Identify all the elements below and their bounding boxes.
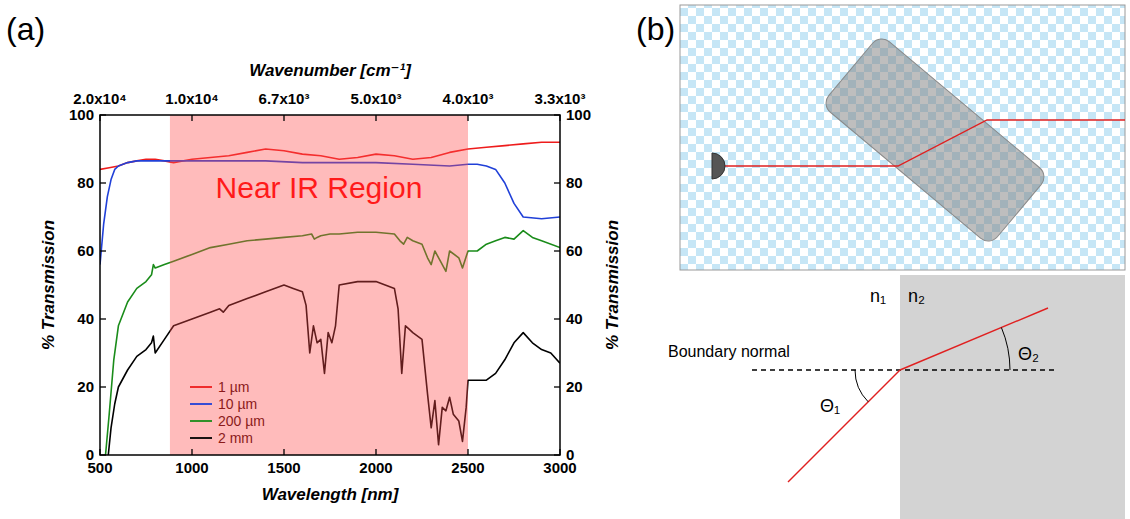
medium-2 <box>900 275 1125 519</box>
x-axis-title: Wavelength [nm] <box>262 485 400 504</box>
legend-label: 200 µm <box>218 413 265 429</box>
legend-label: 10 µm <box>218 396 257 412</box>
angle-arc <box>855 370 868 402</box>
boundary-normal <box>752 369 1058 371</box>
y-tick-label: 100 <box>69 106 94 123</box>
light-ray <box>712 120 1125 166</box>
x2-tick <box>375 115 376 121</box>
y2-tick-label: 60 <box>566 242 583 259</box>
glass-block <box>821 34 1049 246</box>
incident-ray <box>788 370 900 482</box>
angle-label: Θ₁ <box>820 396 840 416</box>
legend-swatch <box>190 420 212 422</box>
ray-simulation <box>680 5 1125 270</box>
y-tick-label: 40 <box>77 310 94 327</box>
x2-tick <box>283 115 284 121</box>
y-tick <box>100 114 106 115</box>
x-tick-label: 1500 <box>267 459 300 476</box>
medium-label: n₁ <box>870 286 886 306</box>
refraction-diagram: n₁ n₂ Boundary normal Θ₁ Θ₂ <box>668 275 1125 519</box>
y-tick-label: 60 <box>77 242 94 259</box>
y2-tick-label: 80 <box>566 174 583 191</box>
y-tick-label: 80 <box>77 174 94 191</box>
y2-tick-label: 100 <box>566 106 591 123</box>
y2-tick <box>554 454 560 455</box>
x2-tick <box>191 115 192 121</box>
x-tick <box>375 449 376 455</box>
y-tick <box>100 182 106 183</box>
x-tick-label: 2500 <box>451 459 484 476</box>
background <box>0 0 1130 519</box>
refracted-ray <box>900 308 1048 370</box>
y-tick <box>100 318 106 319</box>
normal-label: Boundary normal <box>668 343 790 360</box>
light-source <box>712 153 725 179</box>
x2-tick <box>99 115 100 121</box>
medium-label: n₂ <box>908 286 925 306</box>
angle-label: Θ₂ <box>1018 344 1039 364</box>
x2-tick <box>467 115 468 121</box>
x-tick <box>467 449 468 455</box>
y2-tick <box>554 182 560 183</box>
y-tick <box>100 454 106 455</box>
x2-tick-label: 4.0x10³ <box>443 90 494 107</box>
y-tick <box>100 386 106 387</box>
y-tick <box>100 250 106 251</box>
legend-swatch <box>190 403 212 405</box>
y-tick-label: 0 <box>86 446 94 463</box>
x2-axis-title: Wavenumber [cm⁻¹] <box>249 61 412 80</box>
region-label: Near IR Region <box>216 171 423 204</box>
x2-tick-label: 2.0x10⁴ <box>73 90 126 107</box>
x2-tick-label: 5.0x10³ <box>351 90 402 107</box>
legend: 1 µm10 µm200 µm2 mm <box>190 379 265 446</box>
legend-swatch <box>190 437 212 439</box>
y2-tick-label: 0 <box>566 446 574 463</box>
panel-label: (b) <box>636 11 675 47</box>
x-tick <box>283 449 284 455</box>
angle-arc <box>1001 328 1010 371</box>
y-tick-label: 20 <box>77 378 94 395</box>
x2-tick-label: 6.7x10³ <box>259 90 310 107</box>
x-tick <box>559 449 560 455</box>
legend-swatch <box>190 386 212 388</box>
y2-tick <box>554 114 560 115</box>
legend-label: 2 mm <box>218 430 253 446</box>
x-tick-label: 1000 <box>175 459 208 476</box>
x2-tick <box>559 115 560 121</box>
x-tick-label: 2000 <box>359 459 392 476</box>
y2-tick-label: 20 <box>566 378 583 395</box>
x-tick <box>99 449 100 455</box>
shaded-region <box>170 115 468 455</box>
y2-tick <box>554 250 560 251</box>
y-axis-title: % Transmission <box>39 220 58 350</box>
y2-tick <box>554 318 560 319</box>
x2-tick-label: 3.3x10³ <box>535 90 586 107</box>
figure: Near IR Region500100015002000250030002.0… <box>0 0 1130 519</box>
legend-label: 1 µm <box>218 379 249 395</box>
x-tick <box>191 449 192 455</box>
y2-tick <box>554 386 560 387</box>
y2-tick-label: 40 <box>566 310 583 327</box>
x2-tick-label: 1.0x10⁴ <box>165 90 218 107</box>
plot-area <box>100 115 560 455</box>
plot-frame <box>100 115 560 455</box>
simulation-background <box>680 5 1125 270</box>
y2-axis-title: % Transmission <box>603 220 622 350</box>
panel-label: (a) <box>6 11 45 47</box>
